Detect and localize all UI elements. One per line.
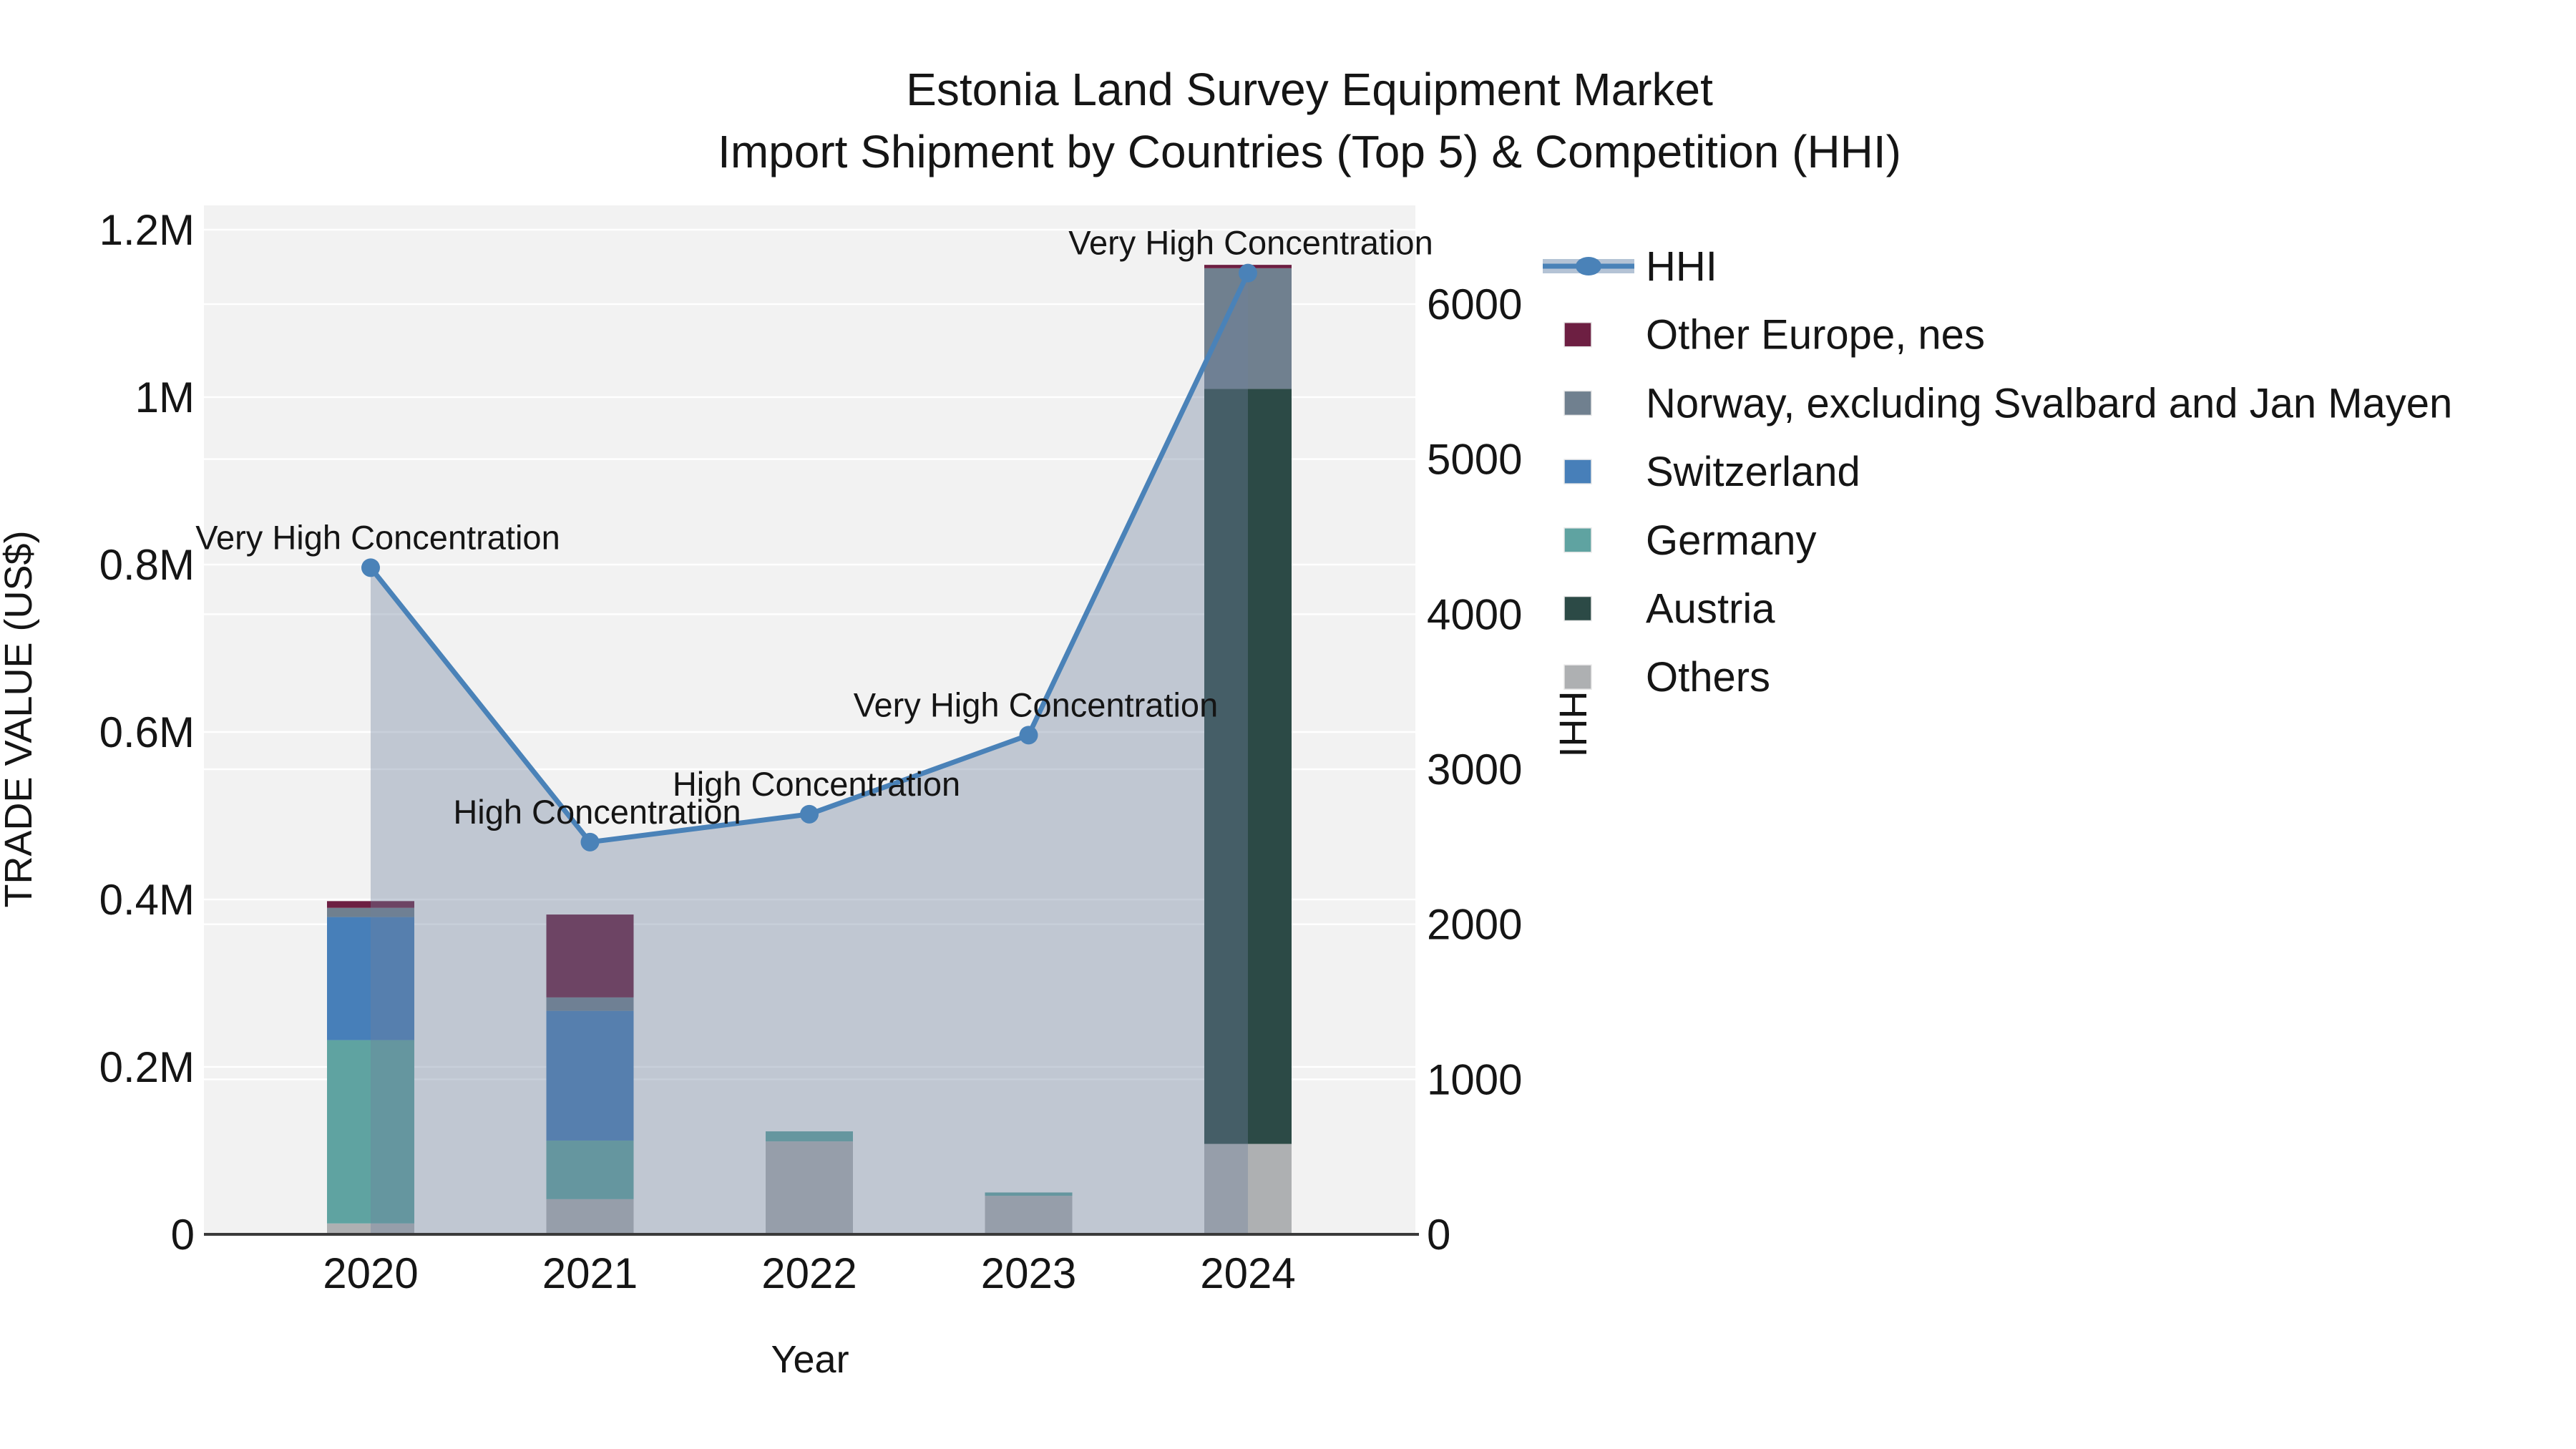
- legend-item-switzerland: Switzerland: [1563, 449, 1860, 495]
- right-tick-6000: 6000: [1427, 280, 1522, 328]
- bar-segment-2021-norway-excluding-svalbard-and-jan-mayen: [546, 997, 634, 1011]
- bar-segment-2021-germany: [546, 1140, 634, 1199]
- left-tick-0.4M: 0.4M: [99, 876, 195, 924]
- bar-segment-2021-switzerland: [546, 1010, 634, 1141]
- stacked-bars: [327, 265, 1292, 1234]
- legend-item-hhi: HHI: [1543, 243, 1717, 290]
- left-tick-0.6M: 0.6M: [99, 708, 195, 756]
- right-tick-3000: 3000: [1427, 746, 1522, 794]
- bar-segment-2020-norway-excluding-svalbard-and-jan-mayen: [327, 907, 414, 917]
- x-axis-title: Year: [771, 1338, 849, 1381]
- legend-swatch-other-europe-nes: [1563, 321, 1592, 348]
- right-tick-1000: 1000: [1427, 1055, 1522, 1103]
- left-tick-1.2M: 1.2M: [99, 206, 195, 254]
- legend-swatch-others: [1563, 664, 1592, 690]
- annotation-2020: Very High Concentration: [195, 518, 560, 556]
- bar-segment-2024-others: [1204, 1143, 1292, 1234]
- right-tick-4000: 4000: [1427, 590, 1522, 638]
- right-tick-5000: 5000: [1427, 436, 1522, 484]
- legend: HHI Other Europe, nes Norway, excluding Sv…: [1543, 243, 2452, 701]
- legend-label-norway-excluding-svalbard-and-jan-mayen: Norway, excluding Svalbard and Jan Mayen: [1646, 380, 2452, 426]
- legend-swatch-norway-excluding-svalbard-and-jan-mayen: [1563, 390, 1592, 416]
- bar-segment-2022-germany: [766, 1131, 853, 1142]
- hhi-area: [371, 273, 1248, 1235]
- right-tick-2000: 2000: [1427, 901, 1522, 949]
- hhi-point-2023: [1019, 726, 1038, 745]
- x-tick-2023: 2023: [981, 1249, 1076, 1297]
- bar-segment-2022-others: [766, 1141, 853, 1234]
- x-tick-2024: 2024: [1200, 1249, 1295, 1297]
- legend-label-other-europe-nes: Other Europe, nes: [1646, 312, 1985, 358]
- left-tick-0.2M: 0.2M: [99, 1043, 195, 1091]
- bar-segment-2024-austria: [1204, 389, 1292, 1144]
- x-tick-2020: 2020: [323, 1249, 418, 1297]
- bar-segment-2021-other-europe-nes: [546, 914, 634, 997]
- legend-label-switzerland: Switzerland: [1646, 449, 1860, 495]
- legend-swatch-austria: [1563, 595, 1592, 622]
- bar-segment-2020-others: [327, 1223, 414, 1234]
- legend-label-hhi: HHI: [1646, 243, 1717, 290]
- left-axis-title: TRADE VALUE (US$): [0, 530, 40, 907]
- hhi-point-2020: [361, 558, 380, 577]
- annotation-2021: High Concentration: [453, 793, 741, 831]
- annotation-2023: Very High Concentration: [854, 686, 1218, 723]
- hhi-marker-icon: [1576, 257, 1601, 275]
- right-tick-0: 0: [1427, 1211, 1450, 1259]
- bar-segment-2023-others: [985, 1196, 1073, 1234]
- hhi-line-series: [361, 263, 1257, 852]
- left-tick-1M: 1M: [135, 374, 195, 421]
- legend-item-other-europe-nes: Other Europe, nes: [1563, 312, 1985, 358]
- hhi-point-2022: [800, 804, 819, 824]
- concentration-labels: Very High Concentration High Concentratio…: [195, 224, 1433, 831]
- left-tick-0: 0: [171, 1211, 195, 1259]
- right-axis-title: HHI: [1551, 691, 1594, 758]
- hhi-point-2024: [1239, 263, 1257, 283]
- legend-item-norway-excluding-svalbard-and-jan-mayen: Norway, excluding Svalbard and Jan Mayen: [1563, 380, 2452, 426]
- legend-swatch-switzerland: [1563, 459, 1592, 484]
- bar-segment-2020-switzerland: [327, 917, 414, 1040]
- bar-segment-2020-germany: [327, 1040, 414, 1224]
- legend-swatch-germany: [1563, 527, 1592, 553]
- bar-segment-2021-others: [546, 1199, 634, 1234]
- legend-label-germany: Germany: [1646, 517, 1817, 564]
- legend-label-others: Others: [1646, 654, 1770, 701]
- left-tick-0.8M: 0.8M: [99, 541, 195, 589]
- bar-segment-2023-germany: [985, 1192, 1073, 1196]
- x-tick-2021: 2021: [542, 1249, 638, 1297]
- hhi-point-2021: [580, 832, 600, 852]
- axis-tick-labels: 0 0.2M 0.4M 0.6M 0.8M 1M 1.2M 0 1000 2000 3000 4000…: [99, 206, 1523, 1297]
- bar-segment-2024-norway-excluding-svalbard-and-jan-mayen: [1204, 268, 1292, 389]
- chart-title-line2: Import Shipment by Countries (Top 5) & C…: [718, 126, 1901, 177]
- hhi-area-fill: [371, 273, 1248, 1235]
- chart-title-line1: Estonia Land Survey Equipment Market: [906, 64, 1713, 115]
- legend-item-austria: Austria: [1563, 586, 1775, 633]
- legend-item-germany: Germany: [1563, 517, 1817, 564]
- legend-item-others: Others: [1563, 654, 1770, 701]
- x-tick-2022: 2022: [761, 1249, 857, 1297]
- bar-segment-2020-other-europe-nes: [327, 901, 414, 908]
- annotation-2024: Very High Concentration: [1068, 224, 1433, 262]
- annotation-2022: High Concentration: [673, 765, 960, 803]
- legend-label-austria: Austria: [1646, 586, 1775, 633]
